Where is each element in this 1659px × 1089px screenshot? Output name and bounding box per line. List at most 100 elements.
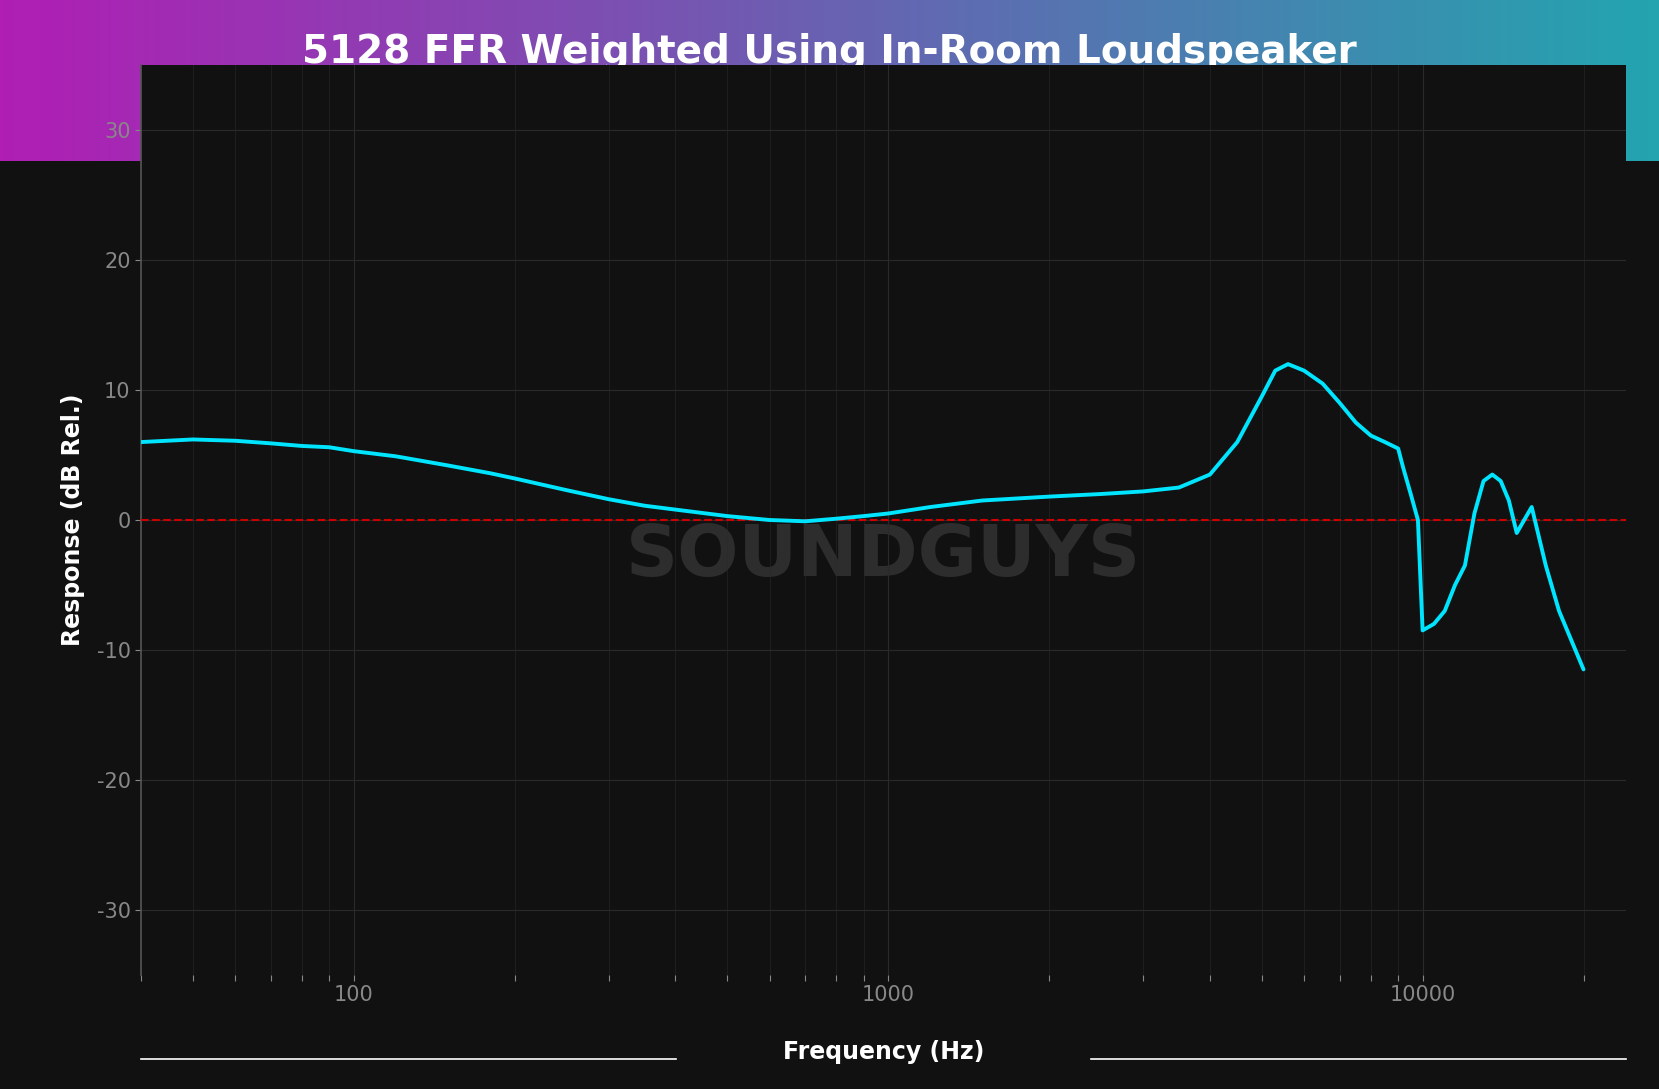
Bar xyxy=(567,0,569,161)
Bar xyxy=(647,0,650,161)
Bar xyxy=(1352,0,1355,161)
Bar xyxy=(12,0,13,161)
Bar xyxy=(420,0,423,161)
Bar xyxy=(1128,0,1131,161)
Bar xyxy=(1319,0,1322,161)
Bar xyxy=(826,0,830,161)
Bar xyxy=(63,0,66,161)
Bar xyxy=(146,0,149,161)
Bar xyxy=(1009,0,1012,161)
Bar xyxy=(1496,0,1498,161)
Bar xyxy=(1161,0,1165,161)
Bar xyxy=(718,0,722,161)
Bar xyxy=(456,0,460,161)
Bar xyxy=(1568,0,1571,161)
Bar xyxy=(1131,0,1133,161)
Bar xyxy=(1642,0,1646,161)
Bar xyxy=(702,0,705,161)
Bar xyxy=(851,0,854,161)
Bar xyxy=(924,0,926,161)
Bar xyxy=(1357,0,1360,161)
Bar xyxy=(752,0,755,161)
Bar xyxy=(1488,0,1490,161)
Bar xyxy=(1331,0,1332,161)
Bar xyxy=(1452,0,1455,161)
Bar xyxy=(141,0,144,161)
Bar xyxy=(876,0,879,161)
Bar xyxy=(813,0,816,161)
Bar xyxy=(262,0,265,161)
Bar xyxy=(161,0,163,161)
Bar xyxy=(509,0,511,161)
Bar xyxy=(163,0,166,161)
Bar xyxy=(1564,0,1568,161)
Bar xyxy=(975,0,979,161)
Bar xyxy=(1629,0,1631,161)
Bar xyxy=(1100,0,1103,161)
Bar xyxy=(974,0,975,161)
Bar xyxy=(299,0,302,161)
Bar xyxy=(879,0,883,161)
Bar xyxy=(606,0,609,161)
Bar xyxy=(725,0,727,161)
Bar xyxy=(619,0,622,161)
Bar xyxy=(1455,0,1457,161)
Bar xyxy=(1065,0,1067,161)
Bar xyxy=(1355,0,1357,161)
Bar xyxy=(279,0,282,161)
Bar xyxy=(111,0,113,161)
Bar xyxy=(1372,0,1374,161)
Bar xyxy=(569,0,572,161)
Bar xyxy=(1332,0,1335,161)
Bar xyxy=(174,0,178,161)
Bar xyxy=(1211,0,1214,161)
Bar xyxy=(1526,0,1530,161)
Bar xyxy=(1058,0,1062,161)
Bar xyxy=(403,0,406,161)
Bar xyxy=(1214,0,1216,161)
Bar xyxy=(304,0,307,161)
Bar xyxy=(990,0,992,161)
Bar xyxy=(1647,0,1651,161)
Bar xyxy=(519,0,523,161)
Bar xyxy=(1231,0,1233,161)
Bar xyxy=(1639,0,1642,161)
Bar xyxy=(859,0,863,161)
Bar xyxy=(410,0,411,161)
Bar xyxy=(158,0,161,161)
Bar xyxy=(1098,0,1100,161)
Bar xyxy=(893,0,896,161)
Bar xyxy=(8,0,12,161)
Bar xyxy=(1576,0,1579,161)
Bar xyxy=(1498,0,1501,161)
Bar xyxy=(1004,0,1007,161)
Bar xyxy=(75,0,78,161)
Bar xyxy=(229,0,232,161)
Bar xyxy=(1194,0,1198,161)
Bar xyxy=(113,0,116,161)
Bar xyxy=(1385,0,1389,161)
Bar xyxy=(1571,0,1573,161)
Bar xyxy=(1286,0,1289,161)
Bar xyxy=(816,0,818,161)
Bar xyxy=(929,0,932,161)
Bar xyxy=(1032,0,1034,161)
Bar xyxy=(821,0,825,161)
Bar xyxy=(241,0,244,161)
Bar xyxy=(771,0,775,161)
Bar xyxy=(1389,0,1390,161)
Bar xyxy=(700,0,702,161)
Bar xyxy=(41,0,45,161)
Bar xyxy=(327,0,328,161)
Bar xyxy=(153,0,154,161)
Bar xyxy=(733,0,735,161)
Bar xyxy=(1314,0,1316,161)
Bar xyxy=(1183,0,1186,161)
Bar xyxy=(337,0,340,161)
Bar xyxy=(1563,0,1564,161)
Bar xyxy=(460,0,461,161)
Bar xyxy=(133,0,136,161)
Bar xyxy=(846,0,849,161)
Bar xyxy=(838,0,841,161)
Bar xyxy=(498,0,501,161)
